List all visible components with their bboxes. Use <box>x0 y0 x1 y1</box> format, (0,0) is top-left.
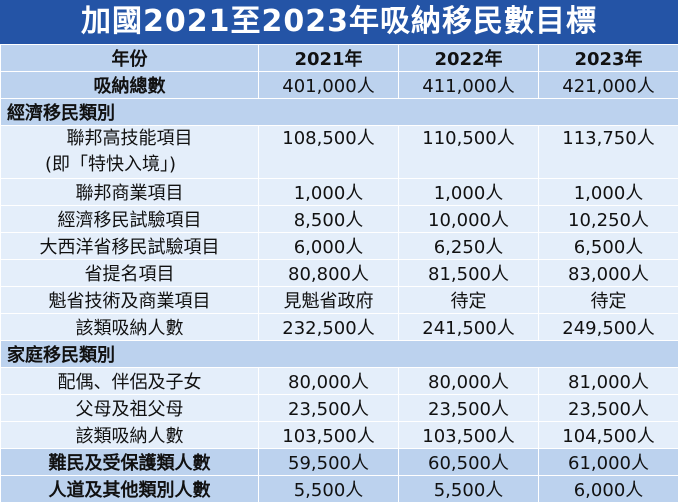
cell-2022: 1,000人 <box>399 179 539 206</box>
cell-2022: 待定 <box>399 287 539 314</box>
cell-2022: 103,500人 <box>399 422 539 449</box>
header-year-2021: 2021年 <box>259 45 399 72</box>
row-label: 聯邦商業項目 <box>1 179 259 206</box>
cell-2021: 1,000人 <box>259 179 399 206</box>
cell-2023: 104,500人 <box>539 422 678 449</box>
cell-2021: 59,500人 <box>259 449 399 476</box>
header-year-2022: 2022年 <box>399 45 539 72</box>
humanitarian-row: 人道及其他類別人數 5,500人 5,500人 6,000人 <box>1 476 678 503</box>
category-heading: 經濟移民類別 <box>1 99 678 126</box>
cell-2021: 5,500人 <box>259 476 399 503</box>
cell-2021: 80,000人 <box>259 368 399 395</box>
table-title: 加國2021至2023年吸納移民數目標 <box>0 0 678 44</box>
row-label: 父母及祖父母 <box>1 395 259 422</box>
cell-2022: 5,500人 <box>399 476 539 503</box>
row-label: 難民及受保護類人數 <box>1 449 259 476</box>
row-label: 魁省技術及商業項目 <box>1 287 259 314</box>
cell-2023: 1,000人 <box>539 179 678 206</box>
cell-2023: 23,500人 <box>539 395 678 422</box>
row-label: 大西洋省移民試驗項目 <box>1 233 259 260</box>
row-label: 該類吸納人數 <box>1 422 259 449</box>
cell-2022: 6,250人 <box>399 233 539 260</box>
row-label: 吸納總數 <box>1 72 259 99</box>
row-label: 省提名項目 <box>1 260 259 287</box>
table-row: 配偶、伴侶及子女 80,000人 80,000人 81,000人 <box>1 368 678 395</box>
row-label: 聯邦高技能項目 (即「特快入境」) <box>1 126 259 179</box>
cell-2023: 待定 <box>539 287 678 314</box>
cell-2021: 232,500人 <box>259 314 399 341</box>
table-row: 聯邦高技能項目 (即「特快入境」) 108,500人 110,500人 113,… <box>1 126 678 179</box>
cell-2023: 61,000人 <box>539 449 678 476</box>
cell-2021: 108,500人 <box>259 126 399 179</box>
cell-2022: 60,500人 <box>399 449 539 476</box>
family-subtotal-row: 該類吸納人數 103,500人 103,500人 104,500人 <box>1 422 678 449</box>
row-label-line2: (即「特快入境」) <box>1 152 258 178</box>
cell-2021: 103,500人 <box>259 422 399 449</box>
table-row: 大西洋省移民試驗項目 6,000人 6,250人 6,500人 <box>1 233 678 260</box>
cell-2023: 113,750人 <box>539 126 678 179</box>
cell-2022: 81,500人 <box>399 260 539 287</box>
cell-2023: 83,000人 <box>539 260 678 287</box>
cell-2021: 401,000人 <box>259 72 399 99</box>
row-label: 人道及其他類別人數 <box>1 476 259 503</box>
row-label: 該類吸納人數 <box>1 314 259 341</box>
cell-2023: 249,500人 <box>539 314 678 341</box>
table-row: 聯邦商業項目 1,000人 1,000人 1,000人 <box>1 179 678 206</box>
economic-subtotal-row: 該類吸納人數 232,500人 241,500人 249,500人 <box>1 314 678 341</box>
table-row: 父母及祖父母 23,500人 23,500人 23,500人 <box>1 395 678 422</box>
cell-2023: 81,000人 <box>539 368 678 395</box>
family-category-heading: 家庭移民類別 <box>1 341 678 368</box>
header-year-2023: 2023年 <box>539 45 678 72</box>
cell-2022: 241,500人 <box>399 314 539 341</box>
header-row: 年份 2021年 2022年 2023年 <box>1 45 678 72</box>
refugee-row: 難民及受保護類人數 59,500人 60,500人 61,000人 <box>1 449 678 476</box>
table-row: 魁省技術及商業項目 見魁省政府 待定 待定 <box>1 287 678 314</box>
row-label-line1: 聯邦高技能項目 <box>1 126 258 152</box>
table-row: 省提名項目 80,800人 81,500人 83,000人 <box>1 260 678 287</box>
cell-2022: 10,000人 <box>399 206 539 233</box>
cell-2023: 6,500人 <box>539 233 678 260</box>
row-label: 經濟移民試驗項目 <box>1 206 259 233</box>
row-label: 配偶、伴侶及子女 <box>1 368 259 395</box>
cell-2023: 6,000人 <box>539 476 678 503</box>
cell-2021: 23,500人 <box>259 395 399 422</box>
table-row: 經濟移民試驗項目 8,500人 10,000人 10,250人 <box>1 206 678 233</box>
cell-2021: 6,000人 <box>259 233 399 260</box>
total-row: 吸納總數 401,000人 411,000人 421,000人 <box>1 72 678 99</box>
cell-2021: 8,500人 <box>259 206 399 233</box>
cell-2022: 80,000人 <box>399 368 539 395</box>
category-heading: 家庭移民類別 <box>1 341 678 368</box>
cell-2022: 110,500人 <box>399 126 539 179</box>
cell-2021: 80,800人 <box>259 260 399 287</box>
cell-2021: 見魁省政府 <box>259 287 399 314</box>
cell-2023: 10,250人 <box>539 206 678 233</box>
economic-category-heading: 經濟移民類別 <box>1 99 678 126</box>
header-label: 年份 <box>1 45 259 72</box>
cell-2023: 421,000人 <box>539 72 678 99</box>
immigration-targets-table: 年份 2021年 2022年 2023年 吸納總數 401,000人 411,0… <box>0 44 678 503</box>
cell-2022: 411,000人 <box>399 72 539 99</box>
cell-2022: 23,500人 <box>399 395 539 422</box>
